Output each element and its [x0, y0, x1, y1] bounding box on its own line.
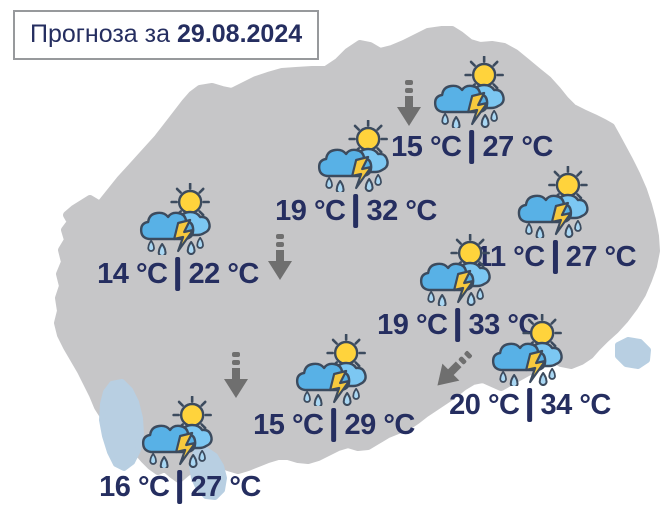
temp-min: 11 °C — [475, 240, 545, 273]
lake-dojran — [615, 337, 651, 369]
temp-max: 27 °C — [482, 130, 554, 163]
forecast-date: 29.08.2024 — [177, 20, 303, 48]
weather-station: 19 °C 33 °C — [377, 234, 539, 343]
weather-station: 15 °C 29 °C — [253, 334, 415, 443]
temp-separator-bar — [469, 130, 475, 164]
temp-max: 33 °C — [468, 308, 540, 341]
sun-thunderstorm-rain-icon — [431, 56, 513, 128]
temperature-range: 16 °C 27 °C — [99, 469, 261, 505]
temp-min: 19 °C — [377, 308, 448, 341]
temp-separator-bar — [175, 257, 181, 291]
temp-min: 20 °C — [449, 388, 520, 421]
temp-min: 19 °C — [275, 194, 346, 227]
arrow-down-icon — [224, 352, 248, 398]
temperature-range: 20 °C 34 °C — [449, 387, 611, 423]
forecast-title-prefix: Прогноза за — [30, 20, 171, 48]
temp-min: 15 °C — [253, 408, 324, 441]
temp-separator-bar — [331, 408, 337, 442]
temperature-range: 19 °C 33 °C — [377, 307, 539, 343]
weather-station: 20 °C 34 °C — [449, 314, 611, 423]
temperature-range: 11 °C 27 °C — [475, 239, 637, 275]
sun-thunderstorm-rain-icon — [293, 334, 375, 406]
temp-min: 14 °C — [97, 257, 168, 290]
temperature-range: 15 °C 29 °C — [253, 407, 415, 443]
arrow-down-icon — [268, 234, 292, 280]
weather-station: 16 °C 27 °C — [99, 396, 261, 505]
temp-min: 15 °C — [391, 130, 462, 163]
weather-station: 14 °C 22 °C — [97, 183, 259, 292]
temp-separator-bar — [455, 308, 461, 342]
temp-separator-bar — [552, 240, 558, 274]
lake-ohrid — [99, 379, 144, 471]
temp-max: 29 °C — [344, 408, 416, 441]
sun-thunderstorm-rain-icon — [515, 166, 597, 238]
sun-thunderstorm-rain-icon — [315, 120, 397, 192]
sun-thunderstorm-rain-icon — [137, 183, 219, 255]
sun-thunderstorm-rain-icon — [417, 234, 499, 306]
temp-separator-bar — [353, 194, 359, 228]
temp-max: 27 °C — [565, 240, 637, 273]
weather-station: 11 °C 27 °C — [475, 166, 637, 275]
sun-thunderstorm-rain-icon — [139, 396, 221, 468]
forecast-title-box: Прогноза за 29.08.2024 — [13, 10, 320, 60]
temp-separator-bar — [177, 470, 183, 504]
temp-max: 27 °C — [190, 470, 262, 503]
temp-max: 34 °C — [540, 388, 612, 421]
lake-prespa — [189, 447, 227, 500]
temperature-range: 15 °C 27 °C — [391, 129, 553, 165]
weather-station: 19 °C 32 °C — [275, 120, 437, 229]
temp-separator-bar — [527, 388, 533, 422]
temperature-range: 19 °C 32 °C — [275, 193, 437, 229]
temp-max: 22 °C — [188, 257, 260, 290]
temp-max: 32 °C — [366, 194, 438, 227]
temperature-range: 14 °C 22 °C — [97, 256, 259, 292]
weather-station: 15 °C 27 °C — [391, 56, 553, 165]
sun-thunderstorm-rain-icon — [489, 314, 571, 386]
temp-min: 16 °C — [99, 470, 170, 503]
